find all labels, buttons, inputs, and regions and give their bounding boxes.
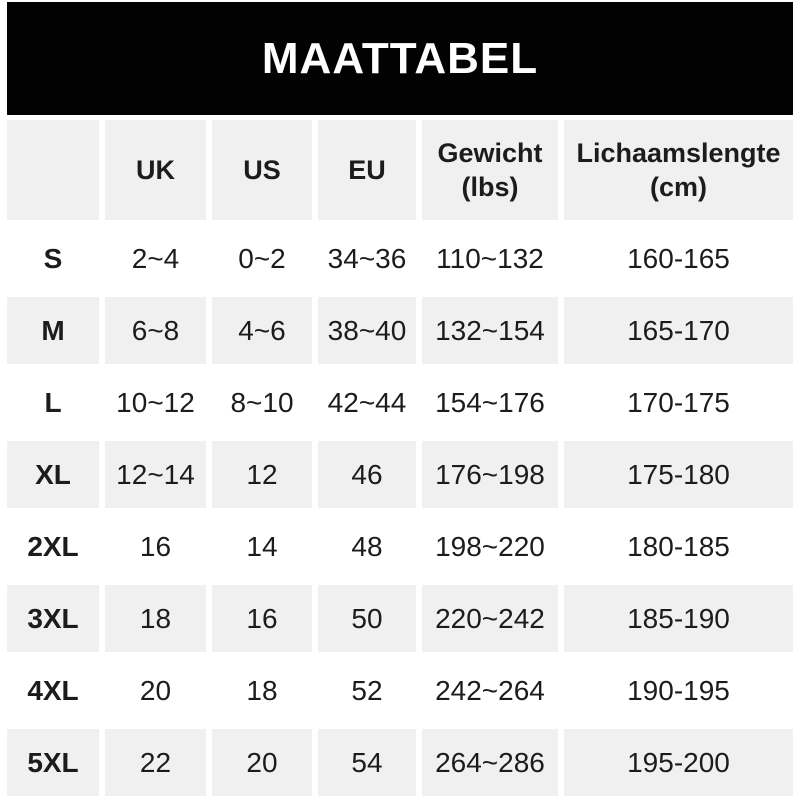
size-cell: M: [7, 297, 99, 364]
table-cell-body-length: 180-185: [564, 513, 793, 580]
table-row-5xl: 5XL 22 20 54 264~286 195-200: [7, 729, 793, 796]
table-header-row: UK US EU Gewicht (lbs) Lichaamslengte (cm): [7, 120, 793, 220]
table-cell-us: 12: [212, 441, 312, 508]
table-row-3xl: 3XL 18 16 50 220~242 185-190: [7, 585, 793, 652]
page-title: MAATTABEL: [261, 33, 539, 83]
table-cell-weight: 110~132: [422, 225, 558, 292]
table-cell-uk: 22: [105, 729, 206, 796]
column-header-us: US: [212, 120, 312, 220]
table-cell-body-length: 185-190: [564, 585, 793, 652]
table-cell-weight: 242~264: [422, 657, 558, 724]
column-header-uk: UK: [105, 120, 206, 220]
table-row-4xl: 4XL 20 18 52 242~264 190-195: [7, 657, 793, 724]
table-cell-weight: 176~198: [422, 441, 558, 508]
table-cell-us: 14: [212, 513, 312, 580]
table-cell-uk: 20: [105, 657, 206, 724]
table-cell-us: 4~6: [212, 297, 312, 364]
table-cell-uk: 2~4: [105, 225, 206, 292]
table-cell-eu: 48: [318, 513, 416, 580]
column-header-size: [7, 120, 99, 220]
table-cell-eu: 50: [318, 585, 416, 652]
table-row-s: S 2~4 0~2 34~36 110~132 160-165: [7, 225, 793, 292]
table-cell-weight: 154~176: [422, 369, 558, 436]
table-cell-us: 20: [212, 729, 312, 796]
column-header-eu: EU: [318, 120, 416, 220]
table-cell-eu: 34~36: [318, 225, 416, 292]
table-cell-body-length: 160-165: [564, 225, 793, 292]
size-table: UK US EU Gewicht (lbs) Lichaamslengte (cm)…: [1, 115, 799, 800]
table-cell-uk: 18: [105, 585, 206, 652]
table-cell-weight: 132~154: [422, 297, 558, 364]
table-cell-weight: 220~242: [422, 585, 558, 652]
size-cell: XL: [7, 441, 99, 508]
column-header-label: UK: [136, 155, 175, 185]
table-cell-us: 18: [212, 657, 312, 724]
size-cell: S: [7, 225, 99, 292]
table-row-l: L 10~12 8~10 42~44 154~176 170-175: [7, 369, 793, 436]
table-cell-us: 0~2: [212, 225, 312, 292]
size-cell: 4XL: [7, 657, 99, 724]
table-cell-us: 8~10: [212, 369, 312, 436]
table-cell-uk: 12~14: [105, 441, 206, 508]
title-banner: MAATTABEL: [7, 2, 793, 115]
table-row-xl: XL 12~14 12 46 176~198 175-180: [7, 441, 793, 508]
table-row-m: M 6~8 4~6 38~40 132~154 165-170: [7, 297, 793, 364]
column-header-label: US: [243, 155, 281, 185]
table-cell-uk: 10~12: [105, 369, 206, 436]
table-cell-eu: 46: [318, 441, 416, 508]
size-cell: 5XL: [7, 729, 99, 796]
table-cell-us: 16: [212, 585, 312, 652]
table-cell-body-length: 165-170: [564, 297, 793, 364]
column-header-body-length: Lichaamslengte (cm): [564, 120, 793, 220]
column-header-label: EU: [348, 155, 386, 185]
table-cell-body-length: 170-175: [564, 369, 793, 436]
table-cell-weight: 198~220: [422, 513, 558, 580]
table-row-2xl: 2XL 16 14 48 198~220 180-185: [7, 513, 793, 580]
size-cell: 2XL: [7, 513, 99, 580]
table-cell-body-length: 195-200: [564, 729, 793, 796]
column-header-weight: Gewicht (lbs): [422, 120, 558, 220]
table-cell-eu: 54: [318, 729, 416, 796]
table-cell-eu: 38~40: [318, 297, 416, 364]
table-cell-weight: 264~286: [422, 729, 558, 796]
size-cell: L: [7, 369, 99, 436]
column-header-label: Gewicht: [437, 138, 543, 168]
table-cell-body-length: 190-195: [564, 657, 793, 724]
table-cell-eu: 42~44: [318, 369, 416, 436]
column-header-sub: (cm): [649, 172, 707, 202]
column-header-label: Lichaamslengte: [576, 138, 781, 168]
table-cell-uk: 6~8: [105, 297, 206, 364]
table-cell-body-length: 175-180: [564, 441, 793, 508]
table-cell-uk: 16: [105, 513, 206, 580]
table-cell-eu: 52: [318, 657, 416, 724]
size-cell: 3XL: [7, 585, 99, 652]
column-header-sub: (lbs): [461, 172, 519, 202]
